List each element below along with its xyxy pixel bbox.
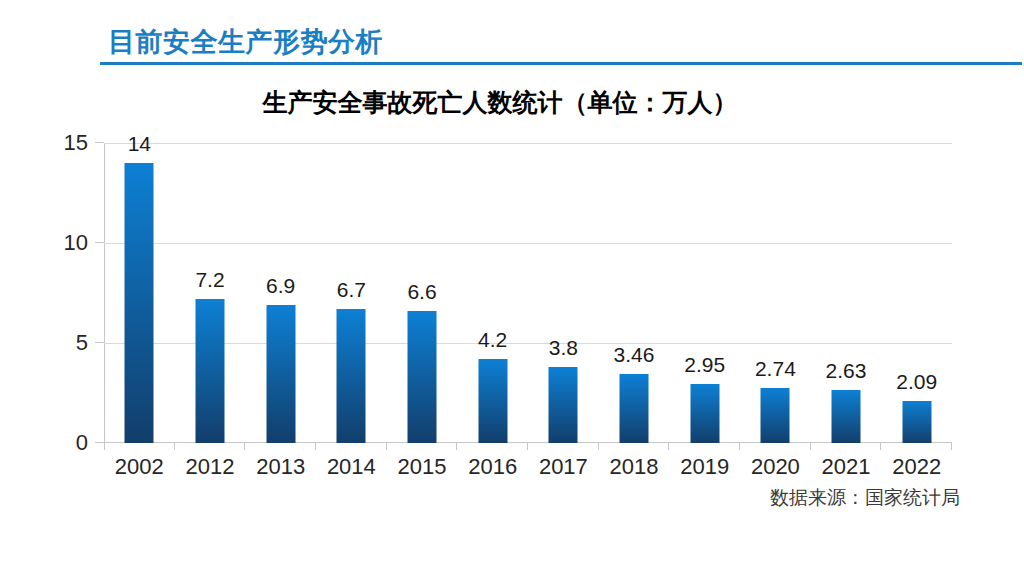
y-tick-label: 10 xyxy=(64,230,88,256)
bar-value-label: 6.7 xyxy=(337,278,366,302)
bar-value-label: 2.63 xyxy=(826,359,867,383)
x-tick xyxy=(315,443,316,450)
x-tick xyxy=(244,443,245,450)
y-tick-label: 15 xyxy=(64,130,88,156)
bar xyxy=(902,401,931,443)
bar-column: 2.092022 xyxy=(881,143,952,443)
bar-column: 2.952019 xyxy=(669,143,740,443)
y-tick xyxy=(95,242,104,243)
bar-value-label: 2.74 xyxy=(755,357,796,381)
bar xyxy=(196,299,225,443)
bar xyxy=(408,311,437,443)
bar xyxy=(761,388,790,443)
bar xyxy=(337,309,366,443)
bar-column: 4.22016 xyxy=(457,143,528,443)
x-axis-label: 2012 xyxy=(175,454,246,480)
bar-value-label: 2.95 xyxy=(684,353,725,377)
bar-column: 2.742020 xyxy=(740,143,811,443)
bar-chart-plot-area: 1420027.220126.920136.720146.620154.2201… xyxy=(104,143,952,443)
y-tick xyxy=(95,442,104,443)
bar xyxy=(832,390,861,443)
bar-value-label: 7.2 xyxy=(195,268,224,292)
y-tick xyxy=(95,142,104,143)
x-tick xyxy=(456,443,457,450)
x-tick xyxy=(527,443,528,450)
x-axis-label: 2015 xyxy=(387,454,458,480)
bar-value-label: 4.2 xyxy=(478,328,507,352)
x-tick xyxy=(880,443,881,450)
title-underline xyxy=(100,62,1022,65)
x-axis-label: 2018 xyxy=(599,454,670,480)
bar-column: 6.72014 xyxy=(316,143,387,443)
x-axis-label: 2016 xyxy=(457,454,528,480)
bar-column: 3.462018 xyxy=(599,143,670,443)
bar-value-label: 14 xyxy=(128,132,151,156)
y-tick-label: 0 xyxy=(76,430,88,456)
y-tick xyxy=(95,342,104,343)
x-axis-label: 2013 xyxy=(245,454,316,480)
data-source-note: 数据来源：国家统计局 xyxy=(770,485,960,511)
x-tick xyxy=(174,443,175,450)
bar-value-label: 6.9 xyxy=(266,274,295,298)
bar-column: 7.22012 xyxy=(175,143,246,443)
y-axis-labels: 051015 xyxy=(38,143,88,443)
x-axis-label: 2014 xyxy=(316,454,387,480)
x-tick xyxy=(810,443,811,450)
x-tick xyxy=(386,443,387,450)
x-tick xyxy=(739,443,740,450)
bar xyxy=(549,367,578,443)
bar-column: 142002 xyxy=(104,143,175,443)
bar-column: 2.632021 xyxy=(811,143,882,443)
bar-column: 3.82017 xyxy=(528,143,599,443)
x-tick xyxy=(951,443,952,450)
x-tick xyxy=(668,443,669,450)
x-axis-label: 2022 xyxy=(881,454,952,480)
bar-column: 6.62015 xyxy=(387,143,458,443)
bar-column: 6.92013 xyxy=(245,143,316,443)
bar xyxy=(266,305,295,443)
y-tick-label: 5 xyxy=(76,330,88,356)
x-axis-label: 2002 xyxy=(104,454,175,480)
bar xyxy=(125,163,154,443)
bar xyxy=(620,374,649,443)
x-tick xyxy=(598,443,599,450)
bar-value-label: 3.46 xyxy=(614,343,655,367)
x-axis-label: 2017 xyxy=(528,454,599,480)
bar-value-label: 2.09 xyxy=(896,370,937,394)
page-title: 目前安全生产形势分析 xyxy=(108,24,383,60)
bar xyxy=(690,384,719,443)
bar-value-label: 3.8 xyxy=(549,336,578,360)
slide: 目前安全生产形势分析 生产安全事故死亡人数统计（单位：万人） 0 5 10 15 14… xyxy=(0,0,1024,576)
chart-title: 生产安全事故死亡人数统计（单位：万人） xyxy=(0,86,1000,119)
bar xyxy=(478,359,507,443)
x-axis-label: 2020 xyxy=(740,454,811,480)
x-axis-label: 2019 xyxy=(669,454,740,480)
x-axis-label: 2021 xyxy=(811,454,882,480)
bar-value-label: 6.6 xyxy=(407,280,436,304)
bar-series: 1420027.220126.920136.720146.620154.2201… xyxy=(104,143,952,443)
